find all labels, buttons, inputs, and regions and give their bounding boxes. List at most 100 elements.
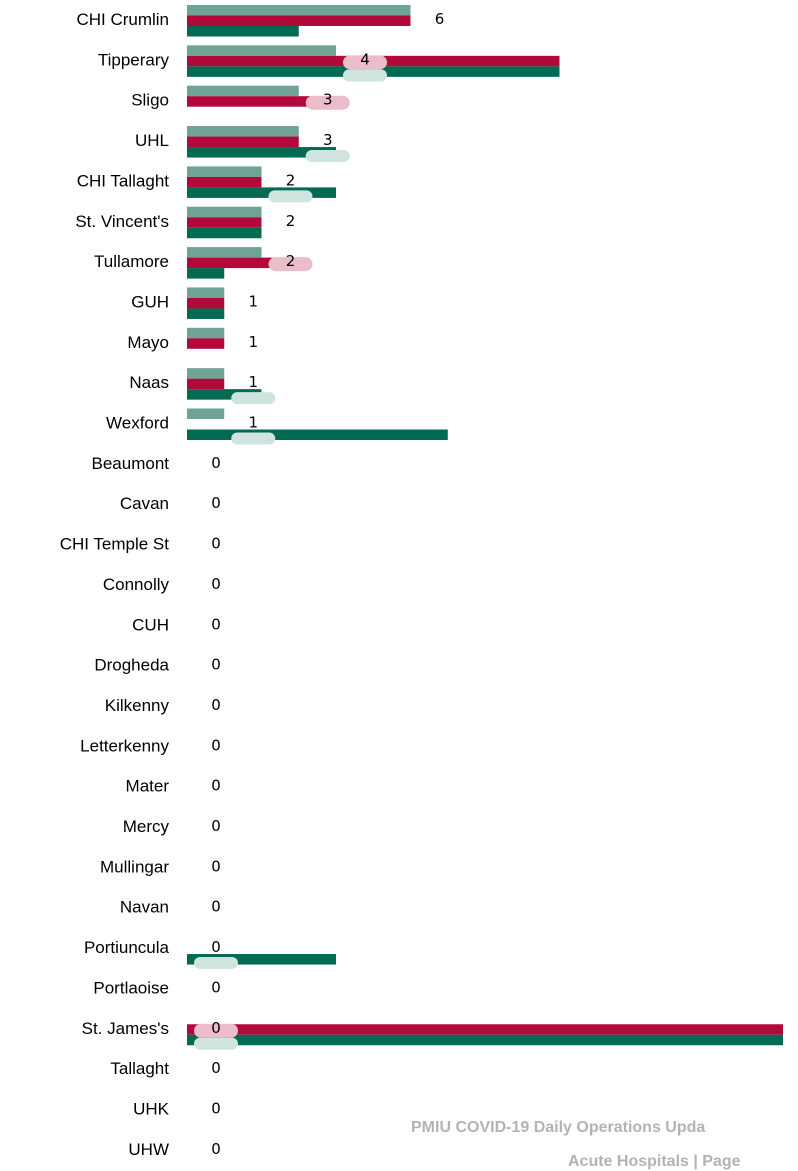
bar-series-2 (187, 136, 299, 148)
bar-series-1 (187, 327, 225, 339)
category-label: GUH (131, 292, 169, 311)
category-label: Beaumont (92, 454, 170, 473)
data-label-bubble (343, 55, 387, 70)
bar-series-1 (187, 247, 262, 258)
bar-series-2 (187, 297, 225, 309)
data-label-bubble (305, 95, 350, 110)
bar-series-3 (187, 1034, 783, 1046)
category-label: St. Vincent's (75, 212, 169, 231)
category-label: CHI Temple St (60, 535, 170, 554)
category-label: CHI Tallaght (77, 171, 170, 190)
data-label: 1 (248, 373, 258, 391)
bar-series-3 (187, 308, 225, 319)
category-label: St. James's (82, 1019, 169, 1038)
category-label: Kilkenny (105, 696, 170, 715)
category-label: Navan (120, 898, 169, 917)
bar-series-1 (187, 166, 262, 177)
data-label: 0 (211, 1099, 221, 1117)
data-label: 2 (286, 171, 296, 189)
footer-page: Acute Hospitals | Page (568, 1153, 741, 1170)
bar-series-3 (187, 268, 225, 279)
category-label: UHL (135, 131, 169, 150)
category-label: Mayo (127, 333, 169, 352)
bar-series-2 (187, 176, 262, 188)
bar-series-3 (187, 954, 336, 965)
data-label-bubble (268, 257, 313, 272)
data-label: 2 (286, 212, 296, 230)
category-label: Naas (129, 373, 169, 392)
category-label: Drogheda (94, 656, 169, 675)
bar-series-2 (187, 15, 411, 26)
category-label: UHK (133, 1099, 170, 1118)
data-label: 0 (211, 978, 221, 996)
data-label: 0 (211, 575, 221, 593)
bar-series-2 (187, 257, 299, 269)
data-label: 0 (211, 736, 221, 754)
category-label: Letterkenny (80, 736, 169, 755)
bar-series-1 (187, 408, 225, 419)
data-label: 0 (211, 696, 221, 714)
data-label: 0 (211, 615, 221, 633)
bar-series-1 (187, 45, 336, 56)
bar-series-3 (187, 147, 336, 158)
bar-series-3 (187, 429, 448, 440)
data-label: 1 (248, 414, 258, 432)
bar-series-2 (187, 378, 225, 390)
bar-series-3 (187, 227, 262, 239)
data-label-bubble (231, 432, 276, 445)
data-label: 0 (211, 857, 221, 875)
data-label: 1 (248, 292, 258, 310)
category-label: Portiuncula (84, 938, 170, 957)
category-label: Tallaght (110, 1059, 169, 1078)
category-label: Connolly (103, 575, 170, 594)
data-label: 0 (211, 777, 221, 795)
category-label: Sligo (131, 91, 169, 110)
bar-series-3 (187, 26, 299, 37)
category-label: UHW (128, 1140, 169, 1159)
data-label: 6 (435, 10, 445, 28)
category-label: Cavan (120, 494, 169, 513)
bar-series-2 (187, 217, 262, 228)
category-label: CHI Crumlin (76, 10, 169, 29)
data-label-bubble (194, 1023, 238, 1038)
category-label: Tullamore (94, 252, 169, 271)
bar-series-2 (187, 96, 336, 107)
category-label: CUH (132, 615, 169, 634)
data-label: 0 (211, 1059, 221, 1077)
data-label: 0 (211, 494, 221, 512)
bar-series-1 (187, 85, 299, 97)
category-label: Wexford (106, 414, 169, 433)
category-label: Portlaoise (93, 978, 169, 997)
data-label: 0 (211, 817, 221, 835)
data-label: 3 (323, 91, 333, 109)
bar-series-1 (187, 126, 299, 137)
data-label: 3 (323, 131, 333, 149)
data-label-bubble (194, 957, 238, 970)
bar-series-2 (187, 338, 225, 349)
data-label: 0 (211, 898, 221, 916)
category-label: Mater (126, 777, 170, 796)
data-label: 0 (211, 1019, 221, 1037)
data-label-bubble (305, 150, 350, 163)
data-label-bubble (343, 69, 387, 82)
bar-series-1 (187, 5, 411, 16)
data-label: 0 (211, 535, 221, 553)
data-label: 1 (248, 333, 258, 351)
bar-series-2 (187, 1024, 783, 1035)
bar-series-1 (187, 368, 225, 379)
bar-series-3 (187, 187, 336, 198)
category-label: Mullingar (100, 857, 169, 876)
data-label: 0 (211, 454, 221, 472)
data-label: 2 (286, 252, 296, 270)
data-label-bubble (268, 190, 313, 203)
data-label-bubble (231, 392, 276, 405)
category-label: Tipperary (98, 50, 170, 69)
data-label-bubble (194, 1037, 238, 1050)
data-label: 0 (211, 1140, 221, 1158)
bar-series-1 (187, 206, 262, 218)
data-label: 4 (360, 50, 370, 68)
bar-series-3 (187, 389, 262, 400)
category-label: Mercy (123, 817, 170, 836)
data-label: 0 (211, 938, 221, 956)
